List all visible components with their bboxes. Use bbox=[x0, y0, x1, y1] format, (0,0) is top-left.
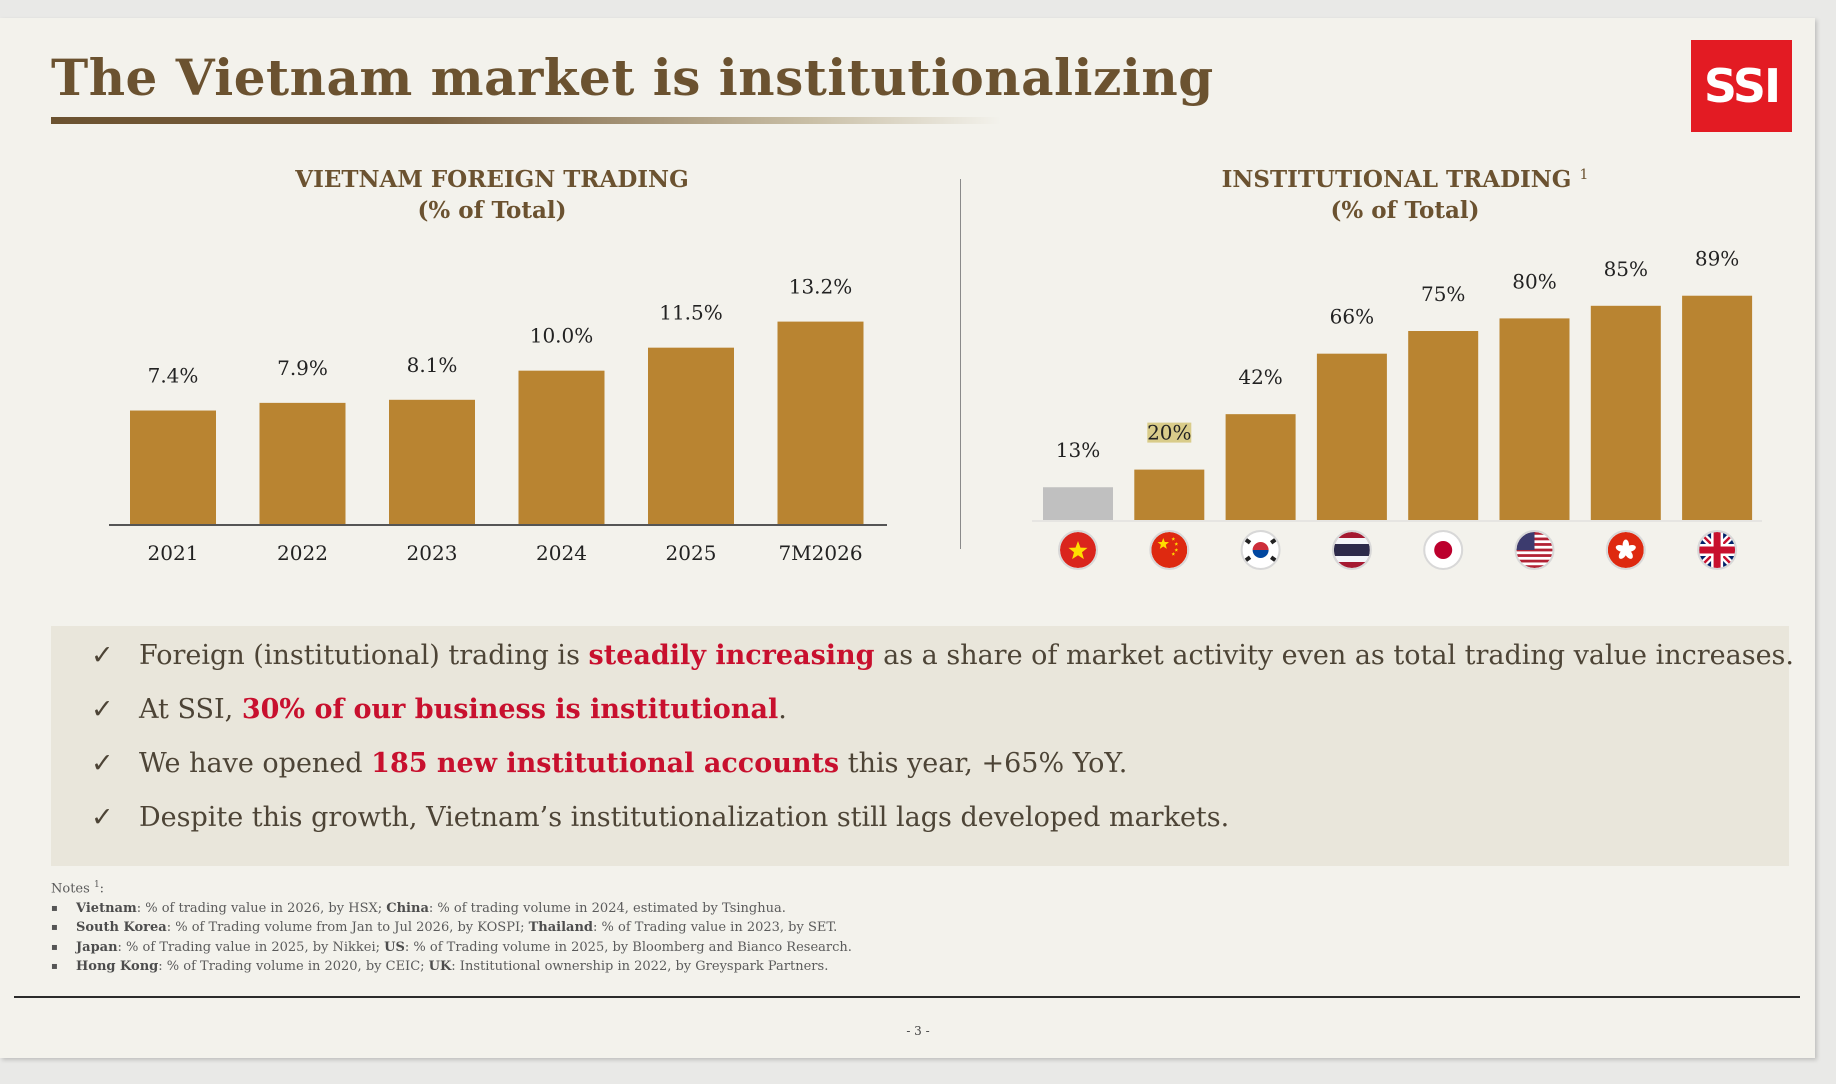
bullet-text: Despite this growth, Vietnam’s instituti… bbox=[139, 802, 1230, 833]
data-label: 7.4% bbox=[148, 364, 199, 388]
page-title: The Vietnam market is institutionalizing bbox=[51, 48, 1214, 107]
thailand-flag-icon bbox=[1331, 530, 1372, 570]
foreign-trading-chart: 7.4% 2021 7.9% 2022 8.1% 2023 10.0% 2024 11.5% 20… bbox=[109, 275, 887, 565]
bar bbox=[1590, 305, 1661, 520]
checkmark-icon: ✓ bbox=[91, 640, 114, 671]
data-label: 85% bbox=[1604, 257, 1648, 281]
bullet-text: this year, +65% YoY. bbox=[839, 748, 1128, 779]
title-underline bbox=[51, 117, 1001, 124]
checkmark-icon: ✓ bbox=[91, 694, 114, 725]
chart-title-line2: (% of Total) bbox=[417, 197, 567, 224]
uk-flag-icon bbox=[1697, 530, 1738, 570]
bar bbox=[648, 347, 734, 524]
data-label: 89% bbox=[1695, 247, 1739, 271]
bullet-text: as a share of market activity even as to… bbox=[874, 640, 1794, 671]
bar bbox=[518, 370, 605, 524]
bullet-text: Foreign (institutional) trading is bbox=[139, 640, 589, 671]
footnote-marker: 1 bbox=[1579, 167, 1589, 183]
footnotes: Notes 1: Vietnam: % of trading value in … bbox=[51, 876, 852, 977]
bullet-1: ✓ Foreign (institutional) trading is stea… bbox=[91, 640, 1794, 671]
bar bbox=[1316, 353, 1387, 520]
japan-flag-icon bbox=[1423, 530, 1464, 570]
bar bbox=[1408, 331, 1479, 520]
label-highlight bbox=[1147, 422, 1192, 443]
bar bbox=[1134, 469, 1205, 520]
bar bbox=[777, 321, 864, 524]
bullet-2: ✓ At SSI, 30% of our business is institut… bbox=[91, 694, 787, 725]
bullet-4: ✓ Despite this growth, Vietnam’s institut… bbox=[91, 802, 1229, 833]
category-label: 2022 bbox=[277, 541, 328, 565]
bullet-highlight: 30% of our business is institutional bbox=[241, 694, 779, 725]
bullet-text: We have opened bbox=[139, 748, 372, 779]
note-item: South Korea: % of Trading volume from Ja… bbox=[51, 918, 852, 938]
checkmark-icon: ✓ bbox=[91, 802, 114, 833]
chart-title-line2: (% of Total) bbox=[1330, 197, 1480, 224]
institutional-trading-chart: 13% 20% 42% 66% 75% 80% 85% 89% bbox=[1032, 247, 1762, 570]
bar bbox=[1682, 295, 1753, 520]
institutional-trading-chart-title: INSTITUTIONAL TRADING 1 (% of Total) bbox=[1170, 164, 1640, 226]
data-label: 8.1% bbox=[407, 353, 458, 377]
chart-title-line1: VIETNAM FOREIGN TRADING bbox=[295, 166, 689, 193]
bar bbox=[1225, 414, 1296, 520]
data-label: 42% bbox=[1238, 365, 1282, 389]
checkmark-icon: ✓ bbox=[91, 748, 114, 779]
chart-title-line1: INSTITUTIONAL TRADING bbox=[1221, 166, 1572, 193]
vietnam-flag-icon bbox=[1058, 530, 1098, 570]
bullet-3: ✓ We have opened 185 new institutional ac… bbox=[91, 748, 1127, 779]
hong-kong-flag-icon bbox=[1605, 530, 1646, 570]
note-item: Hong Kong: % of Trading volume in 2020, … bbox=[51, 957, 852, 977]
bar bbox=[1043, 487, 1113, 520]
bar bbox=[389, 399, 475, 524]
data-label: 20% bbox=[1147, 421, 1191, 445]
bar bbox=[130, 410, 216, 524]
data-label: 66% bbox=[1330, 305, 1374, 329]
category-label: 2024 bbox=[536, 541, 587, 565]
data-label: 7.9% bbox=[277, 356, 328, 380]
category-label: 2025 bbox=[666, 541, 717, 565]
bullet-highlight: 185 new institutional accounts bbox=[371, 748, 840, 779]
chart-divider bbox=[960, 179, 961, 549]
category-label: 2021 bbox=[148, 541, 199, 565]
us-flag-icon bbox=[1514, 530, 1555, 570]
south-korea-flag-icon bbox=[1240, 530, 1281, 570]
note-item: Japan: % of Trading value in 2025, by Ni… bbox=[51, 938, 852, 958]
category-label: 7M2026 bbox=[778, 541, 862, 565]
bullet-highlight: steadily increasing bbox=[588, 640, 875, 671]
ssi-logo: SSI bbox=[1691, 40, 1792, 132]
data-label: 80% bbox=[1512, 269, 1556, 293]
key-points-box: ✓ Foreign (institutional) trading is stea… bbox=[51, 626, 1794, 866]
bullet-text: At SSI, bbox=[139, 694, 242, 725]
notes-heading: Notes 1: bbox=[51, 880, 105, 897]
data-label: 13% bbox=[1056, 438, 1100, 462]
slide: The Vietnam market is institutionalizing… bbox=[0, 18, 1815, 1058]
data-label: 11.5% bbox=[659, 301, 723, 325]
china-flag-icon bbox=[1149, 530, 1190, 570]
footer-rule bbox=[14, 996, 1800, 998]
bar bbox=[259, 402, 346, 524]
data-label: 75% bbox=[1421, 282, 1465, 306]
data-label: 13.2% bbox=[789, 275, 853, 299]
page-number: - 3 - bbox=[906, 1024, 930, 1038]
bar bbox=[1499, 318, 1570, 520]
bullet-text: . bbox=[778, 694, 787, 725]
category-label: 2023 bbox=[407, 541, 458, 565]
data-label: 10.0% bbox=[530, 324, 594, 348]
foreign-trading-chart-title: VIETNAM FOREIGN TRADING (% of Total) bbox=[292, 164, 692, 226]
note-item: Vietnam: % of trading value in 2026, by … bbox=[51, 899, 852, 919]
